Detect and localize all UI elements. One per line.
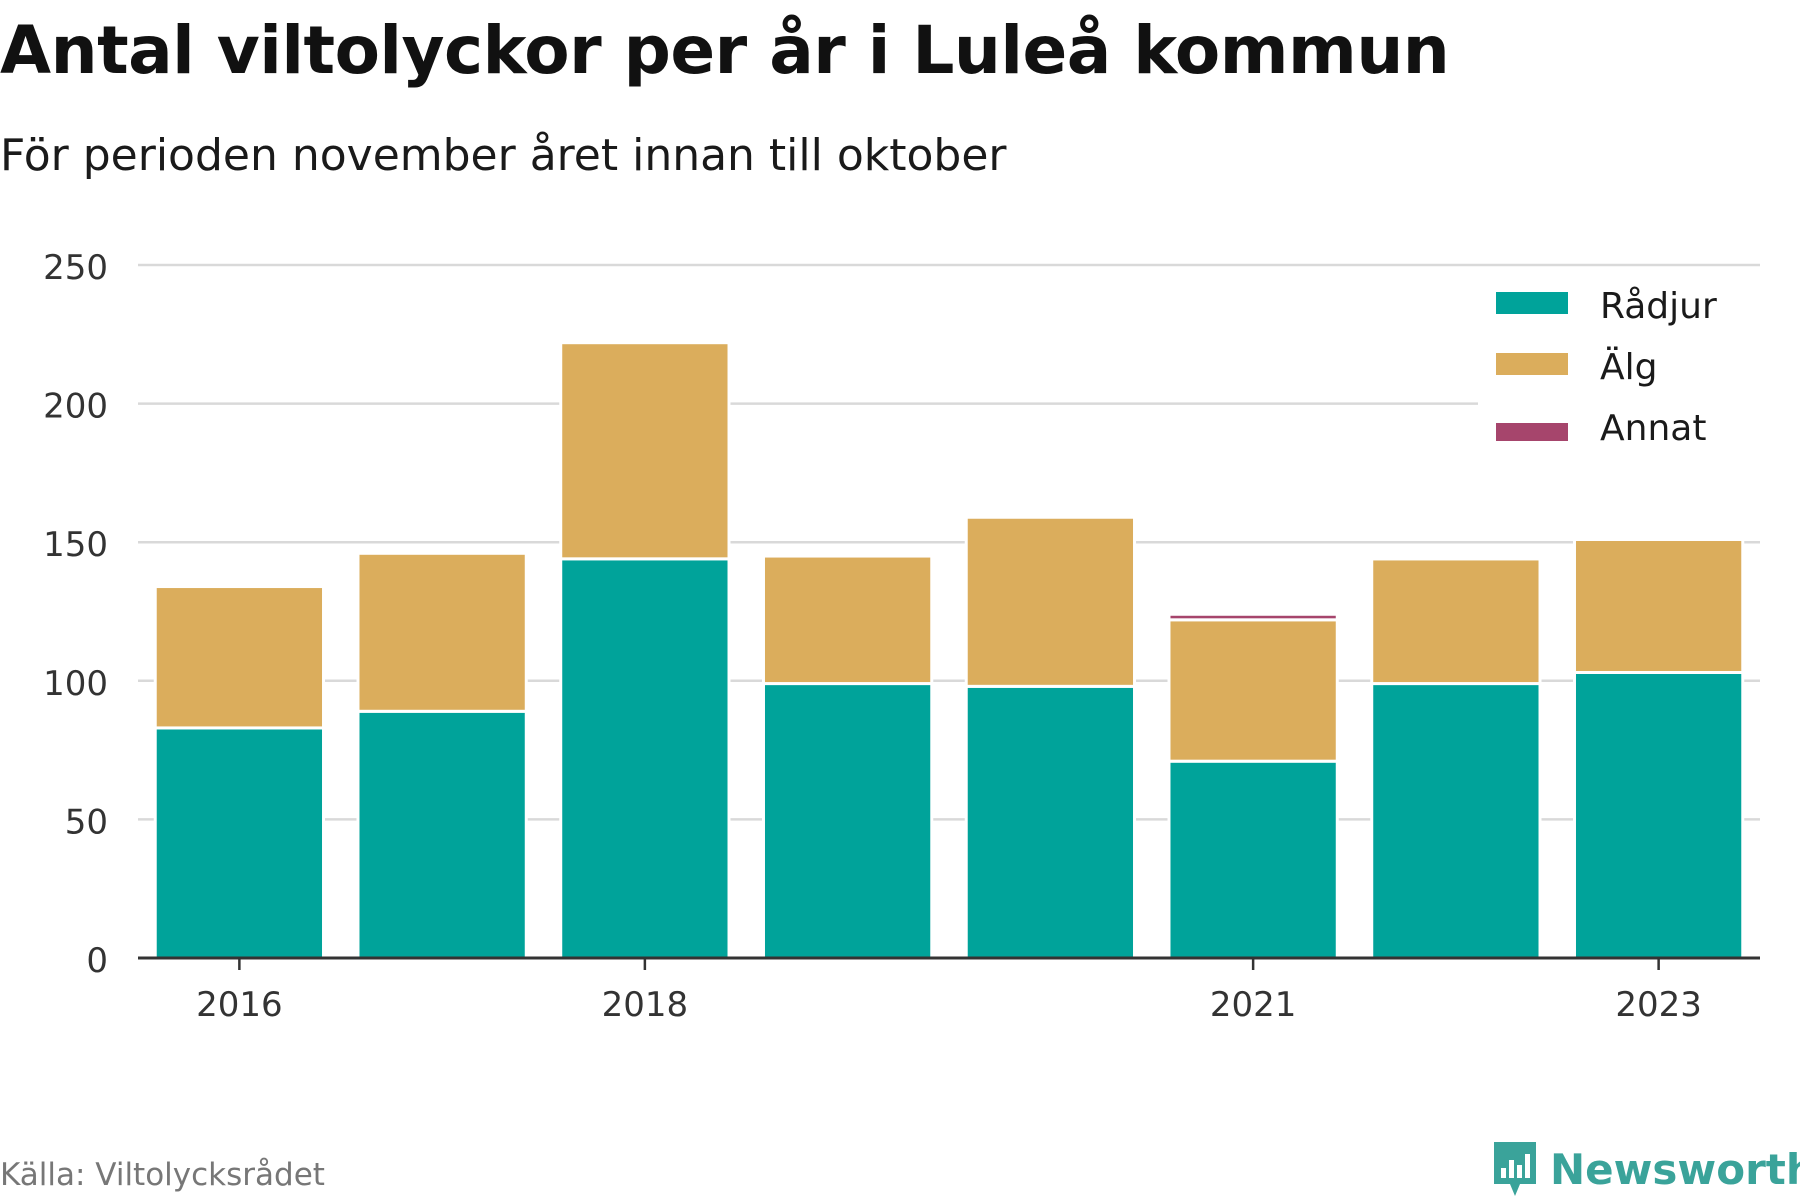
bar-2023-älg [1572, 537, 1745, 674]
y-tick-label: 150 [43, 525, 108, 565]
bar-2018-rådjur [559, 557, 731, 960]
y-tick-label: 50 [65, 802, 108, 842]
legend-label-annat: Annat [1600, 408, 1706, 449]
bar-2020-rådjur [964, 684, 1137, 960]
x-tick-label: 2021 [1210, 985, 1297, 1025]
bar-2022-rådjur [1370, 682, 1542, 960]
bar-2016-rådjur [153, 726, 326, 960]
legend-swatch-rådjur [1496, 292, 1568, 314]
y-tick-label: 250 [43, 248, 108, 288]
bar-2023-rådjur [1572, 670, 1745, 960]
brand-name: Newsworthy [1550, 1144, 1800, 1194]
bar-2016-älg [153, 585, 326, 730]
x-tick-label: 2023 [1615, 985, 1702, 1025]
bar-2021-rådjur [1167, 759, 1339, 960]
legend-label-rådjur: Rådjur [1600, 286, 1717, 327]
bar-2022-älg [1370, 557, 1542, 686]
bar-2017-älg [356, 551, 528, 713]
chart-title: Antal viltolyckor per år i Luleå kommun [0, 12, 1450, 89]
y-tick-label: 100 [43, 664, 108, 704]
bar-2019-rådjur [761, 682, 934, 960]
x-tick-label: 2016 [196, 985, 283, 1025]
legend: Rådjur Älg Annat [1478, 275, 1760, 450]
bar-2018-annat [559, 338, 731, 345]
bar-chart-logo-icon [1494, 1142, 1536, 1196]
bars [153, 338, 1745, 960]
bar-2017-rådjur [356, 709, 528, 960]
bar-2019-älg [761, 554, 934, 686]
source-note: Källa: Viltolycksrådet [0, 1157, 325, 1193]
bar-2021-älg [1167, 618, 1339, 763]
y-tick-label: 200 [43, 387, 108, 427]
bar-2022-annat [1370, 554, 1542, 561]
legend-swatch-älg [1496, 353, 1568, 375]
x-axis: 2016 2018 2021 2023 [138, 956, 1760, 1025]
bar-2020-älg [964, 515, 1137, 688]
bar-2021-annat [1167, 612, 1339, 622]
chart-subtitle: För perioden november året innan till ok… [0, 130, 1007, 181]
x-tick-label: 2018 [602, 985, 689, 1025]
brand-logo: Newsworthy [1490, 1140, 1800, 1198]
legend-swatch-annat [1496, 423, 1568, 441]
y-tick-label: 0 [86, 941, 108, 981]
bar-2018-älg [559, 341, 731, 561]
bar-2023-annat [1572, 535, 1745, 541]
legend-label-älg: Älg [1600, 346, 1657, 388]
